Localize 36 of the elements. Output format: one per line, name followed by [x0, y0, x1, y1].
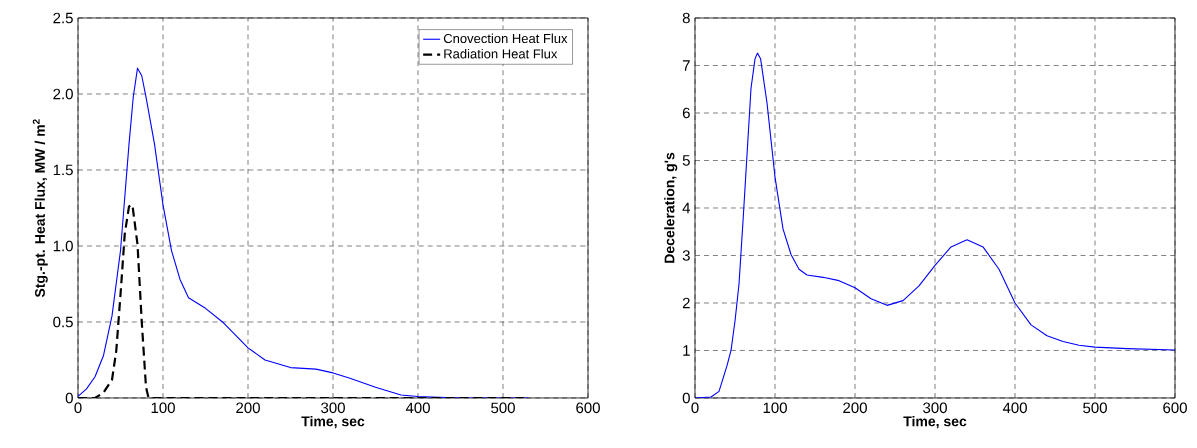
- x-axis-title: Time, sec: [903, 416, 967, 429]
- x-tick-label: 500: [1083, 402, 1107, 414]
- x-axis-title: Time, sec: [301, 416, 365, 429]
- y-tick-label: 0: [682, 392, 690, 404]
- y-tick-label: 2: [682, 297, 690, 309]
- x-tick-label: 300: [321, 402, 345, 414]
- x-tick-label: 200: [236, 402, 260, 414]
- x-tick-label: 200: [843, 402, 867, 414]
- x-tick-label: 400: [405, 402, 430, 414]
- x-tick-label: 0: [74, 402, 82, 414]
- x-tick-label: 0: [691, 402, 699, 414]
- x-tick-label: 100: [151, 402, 175, 414]
- y-tick-label: 3: [682, 250, 690, 261]
- y-tick-label: 2.0: [53, 88, 73, 100]
- y-tick-label: 1.0: [53, 240, 73, 252]
- y-tick-label: 4: [682, 202, 691, 214]
- y-tick-label: 2.5: [53, 12, 73, 24]
- x-tick-label: 600: [1163, 402, 1187, 414]
- y-tick-label: 8: [682, 12, 690, 24]
- y-axis-title: Stg.-pt. Heat Flux, MW / m$^{2}$: [32, 119, 48, 298]
- x-tick-label: 100: [763, 402, 787, 414]
- line-series: [78, 67, 530, 398]
- x-tick-label: 600: [576, 402, 600, 414]
- y-tick-label: 1.5: [53, 164, 73, 176]
- legend-label: Cnovection Heat Flux: [443, 33, 568, 44]
- y-tick-label: 0: [65, 392, 73, 404]
- y-tick-label: 1: [683, 345, 690, 356]
- y-tick-label: 7: [682, 60, 690, 71]
- y-tick-label: 6: [682, 107, 690, 119]
- y-tick-label: 5: [682, 155, 690, 166]
- x-tick-label: 300: [923, 402, 947, 414]
- x-tick-label: 400: [1002, 402, 1027, 414]
- x-tick-label: 500: [491, 402, 515, 414]
- legend-label: Radiation Heat Flux: [444, 48, 558, 59]
- y-axis-title: Deceleration, g's: [664, 152, 678, 263]
- y-tick-label: 0.5: [53, 316, 73, 328]
